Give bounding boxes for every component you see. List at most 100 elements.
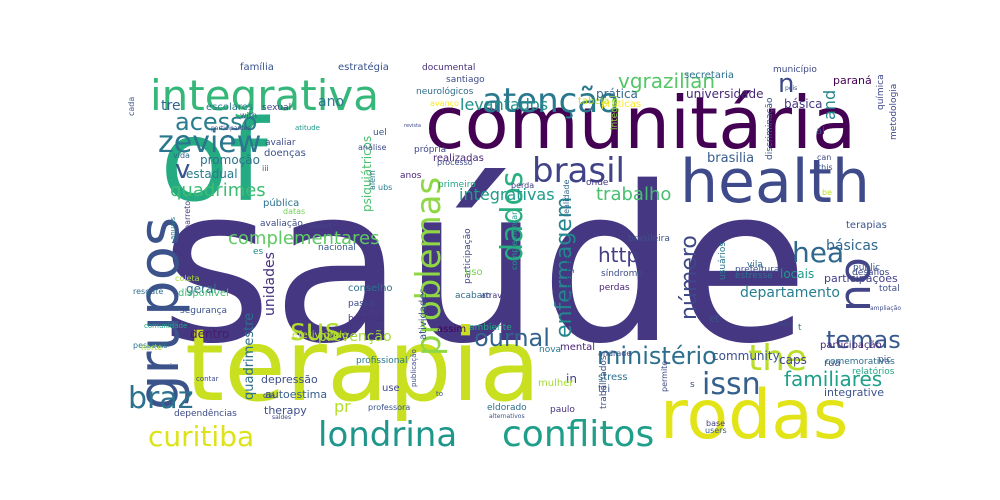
cloud-word: unidades: [262, 252, 278, 316]
cloud-word: atitude: [295, 124, 320, 132]
cloud-word: levantados: [460, 95, 548, 114]
cloud-word: pública: [263, 197, 299, 209]
cloud-word: estratégias: [564, 255, 575, 306]
cloud-word: comemorativas: [825, 357, 895, 367]
cloud-word: public: [853, 263, 880, 273]
cloud-word: temas: [826, 326, 901, 354]
cloud-word: autoestima: [265, 388, 327, 401]
cloud-word: prevenção: [318, 329, 392, 345]
cloud-word: base: [706, 419, 725, 428]
cloud-word: publicação: [410, 349, 418, 387]
cloud-word: paraná: [833, 74, 872, 87]
cloud-word: grupos: [127, 217, 192, 410]
cloud-word: health: [680, 147, 870, 217]
cloud-word: anuais: [169, 217, 177, 240]
cloud-word: avaliação: [260, 219, 303, 229]
cloud-word: relatórios: [852, 366, 895, 377]
cloud-word: tre: [161, 98, 181, 114]
cloud-word: ano: [318, 94, 344, 110]
cloud-word: quadrimestre: [242, 313, 257, 400]
cloud-word: no: [830, 257, 881, 312]
cloud-word: resgate: [133, 287, 163, 296]
cloud-word: of: [160, 97, 271, 227]
cloud-word: estratégia: [338, 61, 389, 73]
cloud-word: promoção: [200, 153, 260, 167]
cloud-word: use: [382, 383, 400, 394]
cloud-word: coleta: [175, 274, 200, 283]
cloud-word: t: [798, 323, 802, 333]
cloud-word: através: [481, 290, 511, 300]
cloud-word: alternativos: [489, 413, 525, 420]
cloud-word: complementar: [510, 211, 519, 270]
cloud-word: desafios: [852, 268, 890, 278]
cloud-word: brasileira: [628, 234, 670, 244]
cloud-word: complementares: [228, 228, 380, 249]
cloud-word: the: [748, 338, 807, 379]
cloud-word: braz: [128, 381, 194, 416]
cloud-word: http: [598, 243, 639, 267]
cloud-word: estresse: [735, 271, 773, 281]
cloud-word: documental: [422, 63, 475, 73]
cloud-word: zeview: [158, 125, 261, 160]
cloud-word: dependências: [174, 408, 237, 419]
cloud-word: problemas: [409, 177, 449, 356]
cloud-word: londrina: [318, 415, 457, 455]
cloud-word: burnout: [348, 314, 384, 324]
cloud-word: análise: [358, 143, 386, 152]
cloud-word: integrativas: [459, 185, 555, 204]
cloud-word: with: [240, 111, 257, 120]
cloud-word: brasilia: [707, 151, 754, 166]
cloud-word: hea: [792, 236, 844, 269]
cloud-word: neurológicos: [416, 86, 474, 97]
cloud-word: terapias: [846, 220, 887, 231]
cloud-word: família: [240, 61, 274, 73]
cloud-word: geral: [186, 282, 217, 296]
cloud-word: uel: [373, 128, 387, 138]
cloud-word: município: [773, 65, 817, 75]
cloud-word: departamento: [740, 285, 840, 301]
cloud-word: depressão: [261, 373, 318, 386]
cloud-word: passa: [348, 299, 374, 309]
cloud-word: básicas: [826, 238, 878, 254]
cloud-word: ministério: [597, 342, 717, 370]
cloud-word: integrative: [824, 386, 884, 399]
cloud-word: ambiente: [469, 323, 512, 333]
cloud-word: processo: [437, 158, 473, 167]
cloud-word: metodologia: [889, 84, 899, 140]
cloud-word: caps: [779, 353, 807, 367]
cloud-word: internet: [307, 223, 331, 230]
cloud-word: ournal: [474, 324, 550, 352]
cloud-word: realizadas: [433, 153, 484, 164]
cloud-word: discriminação: [765, 97, 775, 160]
cloud-word: escolares: [206, 102, 253, 113]
cloud-word: integral: [610, 95, 620, 130]
cloud-word: onde: [586, 178, 609, 188]
cloud-word: avanço: [430, 99, 459, 108]
cloud-word: permite: [660, 361, 669, 392]
cloud-word: be: [822, 188, 832, 197]
cloud-word: saldes: [272, 414, 291, 421]
cloud-word: locais: [780, 267, 814, 281]
cloud-word: dia: [263, 391, 275, 400]
cloud-word: acesso: [175, 108, 257, 136]
cloud-word: número: [677, 235, 702, 320]
cloud-word: própria: [414, 144, 446, 155]
cloud-word: conflitos: [502, 414, 654, 455]
cloud-word: and: [820, 90, 839, 120]
cloud-word: estadual: [186, 167, 238, 181]
cloud-word: conselho: [348, 283, 393, 294]
cloud-word: comunitária: [425, 81, 856, 165]
cloud-word: participantes: [211, 125, 250, 132]
cloud-word: therapy: [264, 404, 307, 417]
cloud-word: total: [879, 284, 900, 294]
cloud-word: familiares: [784, 367, 882, 391]
cloud-word: iii: [262, 164, 269, 173]
cloud-word: assim: [437, 324, 466, 335]
cloud-word: nova: [539, 345, 561, 355]
cloud-word: saúde: [160, 140, 809, 391]
cloud-word: paulo: [550, 405, 575, 415]
cloud-word: atividades: [418, 288, 429, 340]
cloud-word: rua: [824, 358, 841, 369]
cloud-word: quadrimes: [170, 180, 266, 201]
